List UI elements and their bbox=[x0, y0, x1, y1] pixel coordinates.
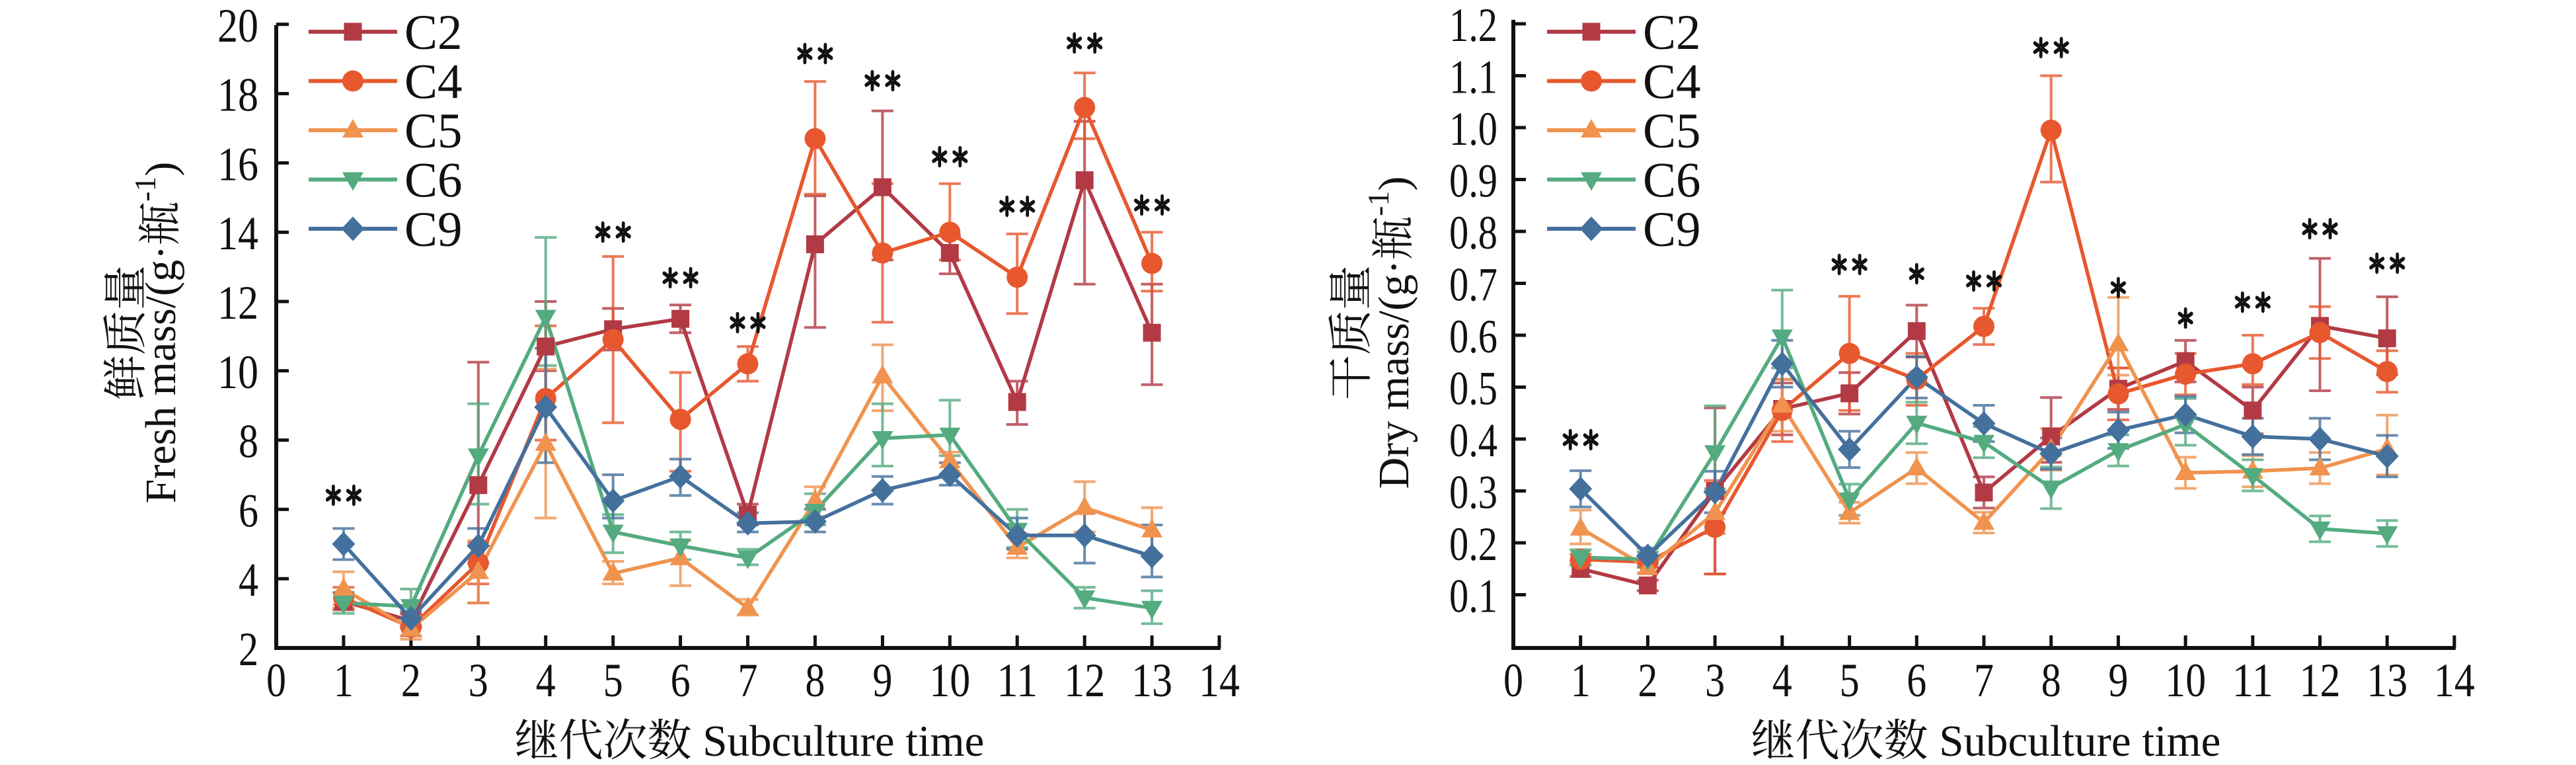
svg-text:11: 11 bbox=[997, 654, 1038, 707]
svg-text:0.5: 0.5 bbox=[1449, 362, 1497, 415]
svg-text:4: 4 bbox=[239, 553, 258, 606]
svg-text:13: 13 bbox=[2367, 654, 2407, 707]
svg-text:5: 5 bbox=[603, 654, 623, 707]
svg-text:1: 1 bbox=[334, 654, 354, 707]
svg-text:16: 16 bbox=[217, 138, 258, 190]
svg-text:12: 12 bbox=[217, 276, 258, 329]
svg-text:9: 9 bbox=[2108, 654, 2128, 707]
svg-text:Subculture time: Subculture time bbox=[702, 717, 984, 765]
svg-text:6: 6 bbox=[239, 484, 258, 537]
svg-text:-1: -1 bbox=[128, 177, 162, 202]
svg-text:Dry mass/(g·: Dry mass/(g· bbox=[1370, 260, 1418, 489]
svg-text:C5: C5 bbox=[1643, 104, 1701, 159]
svg-text:C6: C6 bbox=[1643, 153, 1701, 208]
svg-text:8: 8 bbox=[805, 654, 825, 707]
svg-text:C2: C2 bbox=[404, 5, 463, 60]
svg-text:C5: C5 bbox=[404, 104, 463, 159]
svg-text:18: 18 bbox=[217, 69, 258, 122]
svg-text:1: 1 bbox=[1571, 654, 1591, 707]
svg-text:11: 11 bbox=[2232, 654, 2273, 707]
svg-text:3: 3 bbox=[1705, 654, 1725, 707]
svg-text:0.9: 0.9 bbox=[1449, 155, 1497, 208]
svg-text:1.0: 1.0 bbox=[1449, 102, 1497, 155]
svg-text:): ) bbox=[1370, 177, 1418, 191]
svg-text:C6: C6 bbox=[404, 153, 463, 208]
svg-text:2: 2 bbox=[239, 623, 258, 676]
svg-text:0: 0 bbox=[266, 654, 286, 707]
svg-text:C4: C4 bbox=[404, 55, 463, 110]
svg-text:C2: C2 bbox=[1643, 5, 1701, 60]
svg-text:0.4: 0.4 bbox=[1449, 414, 1497, 467]
svg-text:4: 4 bbox=[536, 654, 556, 707]
svg-text:8: 8 bbox=[2041, 654, 2061, 707]
svg-text:13: 13 bbox=[1131, 654, 1172, 707]
svg-text:0.3: 0.3 bbox=[1449, 466, 1497, 519]
svg-text:1.2: 1.2 bbox=[1449, 0, 1497, 52]
svg-text:-1: -1 bbox=[1361, 191, 1395, 216]
svg-text:5: 5 bbox=[1840, 654, 1860, 707]
svg-text:3: 3 bbox=[469, 654, 488, 707]
svg-text:0: 0 bbox=[1503, 654, 1523, 707]
svg-text:0.2: 0.2 bbox=[1449, 518, 1497, 571]
svg-text:7: 7 bbox=[738, 654, 758, 707]
svg-text:0.7: 0.7 bbox=[1449, 259, 1497, 311]
svg-text:0.6: 0.6 bbox=[1449, 310, 1497, 363]
svg-text:0.8: 0.8 bbox=[1449, 206, 1497, 259]
svg-text:1.1: 1.1 bbox=[1449, 51, 1497, 104]
svg-text:2: 2 bbox=[1638, 654, 1657, 707]
svg-text:7: 7 bbox=[1974, 654, 1994, 707]
svg-text:8: 8 bbox=[239, 415, 258, 468]
svg-text:4: 4 bbox=[1772, 654, 1792, 707]
svg-text:2: 2 bbox=[401, 654, 421, 707]
svg-text:): ) bbox=[137, 162, 185, 177]
svg-text:0.1: 0.1 bbox=[1449, 570, 1497, 623]
svg-text:C9: C9 bbox=[404, 202, 463, 257]
svg-text:10: 10 bbox=[2165, 654, 2206, 707]
svg-text:C4: C4 bbox=[1643, 55, 1701, 110]
svg-text:6: 6 bbox=[671, 654, 691, 707]
svg-text:14: 14 bbox=[217, 207, 258, 260]
svg-text:14: 14 bbox=[1199, 654, 1240, 707]
svg-text:10: 10 bbox=[217, 346, 258, 399]
svg-text:12: 12 bbox=[2300, 654, 2341, 707]
svg-text:6: 6 bbox=[1907, 654, 1926, 707]
svg-text:Subculture time: Subculture time bbox=[1939, 717, 2220, 765]
svg-text:12: 12 bbox=[1064, 654, 1105, 707]
svg-text:10: 10 bbox=[929, 654, 970, 707]
svg-text:14: 14 bbox=[2434, 654, 2475, 707]
svg-text:Fresh mass/(g·: Fresh mass/(g· bbox=[137, 245, 185, 503]
svg-text:20: 20 bbox=[217, 0, 258, 52]
svg-text:C9: C9 bbox=[1643, 202, 1701, 257]
svg-text:9: 9 bbox=[872, 654, 892, 707]
